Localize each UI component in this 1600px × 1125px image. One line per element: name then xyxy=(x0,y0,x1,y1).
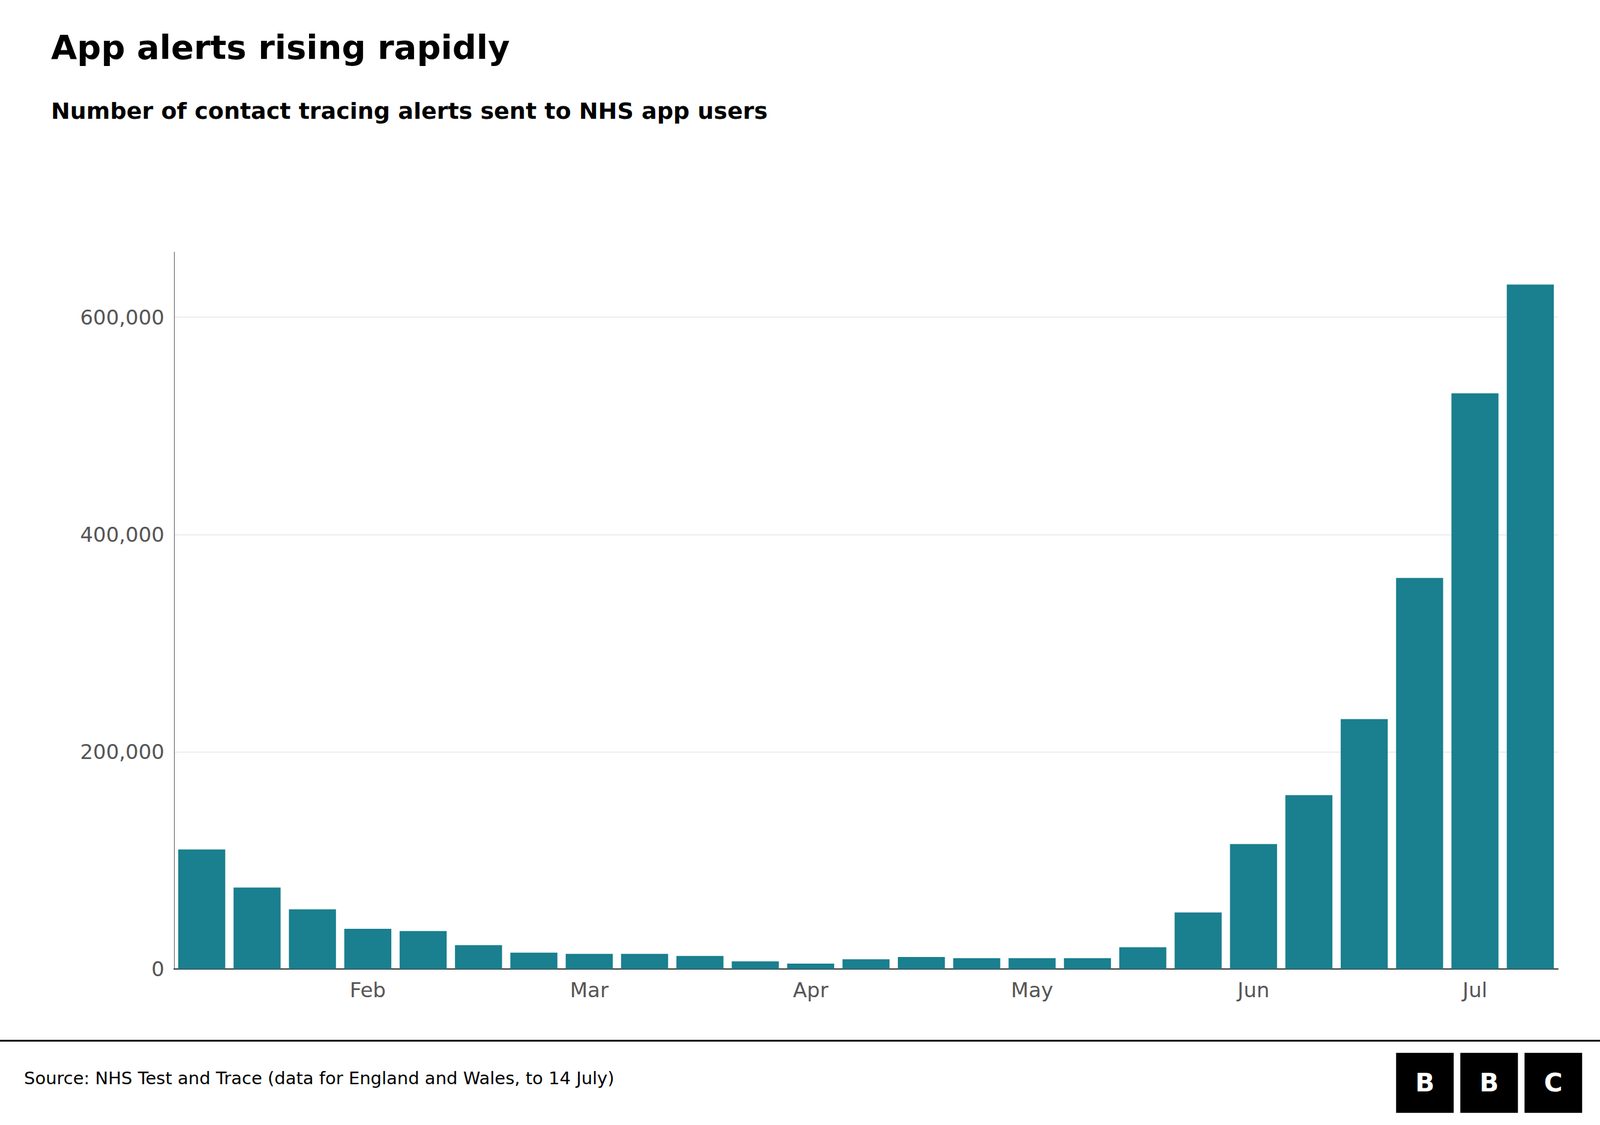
svg-text:600,000: 600,000 xyxy=(79,305,165,330)
svg-text:Jul: Jul xyxy=(1461,978,1488,1003)
svg-text:Source: NHS Test and Trace (da: Source: NHS Test and Trace (data for Eng… xyxy=(24,1068,615,1089)
svg-text:400,000: 400,000 xyxy=(79,522,165,547)
svg-text:Apr: Apr xyxy=(792,978,829,1003)
svg-text:C: C xyxy=(1544,1068,1563,1098)
svg-text:App alerts rising rapidly: App alerts rising rapidly xyxy=(51,27,510,67)
svg-text:200,000: 200,000 xyxy=(79,739,165,764)
svg-text:Feb: Feb xyxy=(349,978,386,1003)
svg-text:Jun: Jun xyxy=(1236,978,1270,1003)
svg-text:May: May xyxy=(1011,978,1054,1003)
svg-text:Mar: Mar xyxy=(570,978,609,1003)
svg-text:B: B xyxy=(1479,1068,1499,1098)
svg-text:B: B xyxy=(1415,1068,1435,1098)
svg-text:Number of contact tracing aler: Number of contact tracing alerts sent to… xyxy=(51,97,768,125)
svg-text:0: 0 xyxy=(151,957,165,982)
